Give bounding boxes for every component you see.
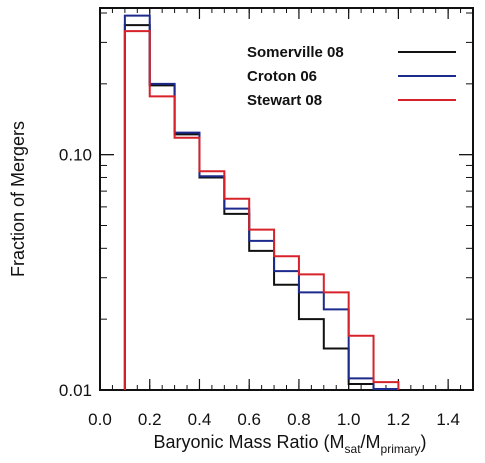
x-tick-label: 0.2 [138, 410, 162, 429]
legend-label-croton-06: Croton 06 [247, 68, 317, 85]
y-axis-label: Fraction of Mergers [8, 121, 28, 277]
legend: Somerville 08 Croton 06 Stewart 08 [247, 44, 456, 109]
x-tick-label: 1.4 [436, 410, 460, 429]
x-axis-label-main: Baryonic Mass Ratio (M [153, 432, 344, 452]
series-group [123, 14, 400, 390]
x-tick-label: 1.2 [387, 410, 411, 429]
x-axis-label-mid: /M [361, 432, 381, 452]
legend-label-stewart-08: Stewart 08 [247, 92, 322, 109]
y-tick-label: 0.10 [59, 146, 92, 165]
plot-frame [99, 7, 474, 391]
x-tick-label: 0.8 [287, 410, 311, 429]
y-tick-label: 0.01 [59, 381, 92, 400]
x-axis-label: Baryonic Mass Ratio (Msat/Mprimary) [153, 432, 426, 456]
x-axis-label-sub-primary: primary [381, 442, 421, 456]
series-stewart-08 [123, 30, 400, 390]
tick-labels: 0.0 0.2 0.4 0.6 0.8 1.0 1.2 1.4 0.10 0.01 [59, 146, 460, 429]
series-croton-06 [123, 14, 400, 390]
legend-label-somerville-08: Somerville 08 [247, 44, 344, 61]
x-tick-label: 0.0 [88, 410, 112, 429]
series-somerville-08 [123, 24, 400, 390]
x-tick-label: 0.4 [188, 410, 212, 429]
x-axis-label-end: ) [421, 432, 427, 452]
x-axis-label-sub-sat: sat [345, 442, 362, 456]
axis-ticks [99, 8, 474, 391]
x-tick-label: 0.6 [237, 410, 261, 429]
x-tick-label: 1.0 [337, 410, 361, 429]
